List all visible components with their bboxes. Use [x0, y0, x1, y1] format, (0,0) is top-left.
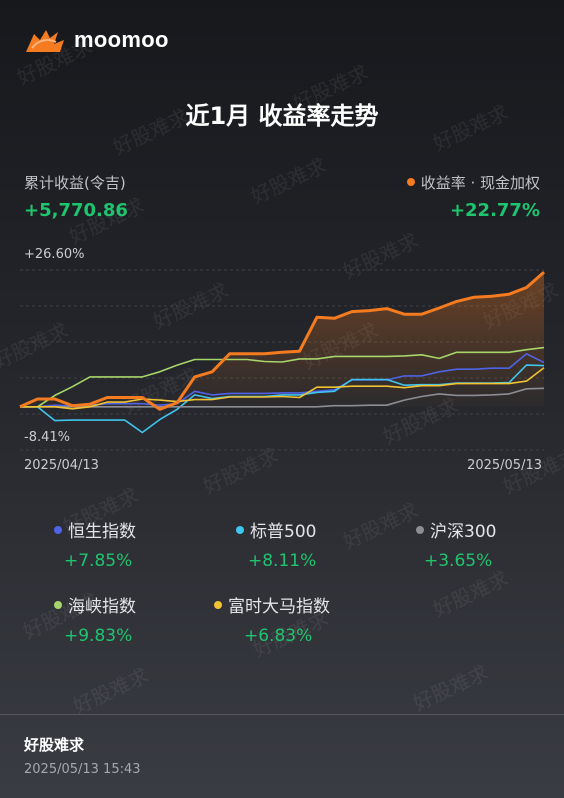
legend-dot [416, 526, 424, 534]
return-label: 收益率 · 现金加权 [406, 172, 540, 193]
return-value: +22.77% [449, 200, 540, 221]
footer-timestamp: 2025/05/13 15:43 [24, 762, 141, 777]
series-line [20, 353, 545, 408]
legend-item-klci: 富时大马指数 [214, 592, 330, 617]
y-max-label: +26.60% [24, 247, 85, 262]
y-min-label: -8.41% [24, 430, 70, 445]
legend-item-csi300: 沪深300 [416, 517, 496, 542]
legend-label: 富时大马指数 [228, 597, 330, 617]
bull-icon [26, 30, 64, 52]
legend-value-csi300: +3.65% [424, 551, 493, 571]
legend-item-hsi: 恒生指数 [54, 517, 136, 542]
series-line [19, 270, 545, 411]
legend-value-sp500: +8.11% [248, 551, 317, 571]
profit-value: +5,770.86 [24, 200, 128, 221]
legend-item-sp500: 标普500 [236, 517, 316, 542]
legend-label: 标普500 [250, 522, 317, 542]
legend-label: 恒生指数 [68, 522, 136, 542]
watermark: 好股难求 [247, 153, 330, 209]
watermark: 好股难求 [339, 498, 422, 554]
legend-label: 沪深300 [430, 522, 497, 542]
return-legend-dot [406, 177, 415, 186]
x-end-label: 2025/05/13 [467, 458, 542, 473]
legend-value-hsi: +7.85% [64, 551, 133, 571]
brand-name: moomoo [74, 27, 169, 52]
brand-logo: moomoo [24, 26, 169, 54]
return-chart [19, 269, 545, 451]
series-line [20, 367, 545, 410]
footer-username: 好股难求 [24, 736, 85, 754]
footer-divider [0, 714, 564, 715]
watermark: 好股难求 [409, 660, 492, 716]
legend-label: 海峡指数 [68, 597, 136, 617]
profit-label: 累计收益(令吉) [24, 174, 126, 192]
return-area [20, 272, 544, 410]
legend-dot [236, 526, 244, 534]
return-label-text: 收益率 · 现金加权 [420, 174, 540, 192]
legend-dot [54, 526, 62, 534]
x-start-label: 2025/04/13 [24, 458, 99, 473]
legend-dot [54, 601, 62, 609]
legend-value-sti: +9.83% [64, 626, 133, 646]
series-line [20, 387, 545, 408]
series-line [20, 346, 545, 408]
watermark: 好股难求 [69, 663, 152, 719]
legend-dot [214, 601, 222, 609]
legend-value-klci: +6.83% [244, 626, 313, 646]
page-title: 近1月 收益率走势 [185, 102, 379, 130]
watermark: 好股难求 [429, 566, 512, 622]
legend-item-sti: 海峡指数 [54, 592, 136, 617]
